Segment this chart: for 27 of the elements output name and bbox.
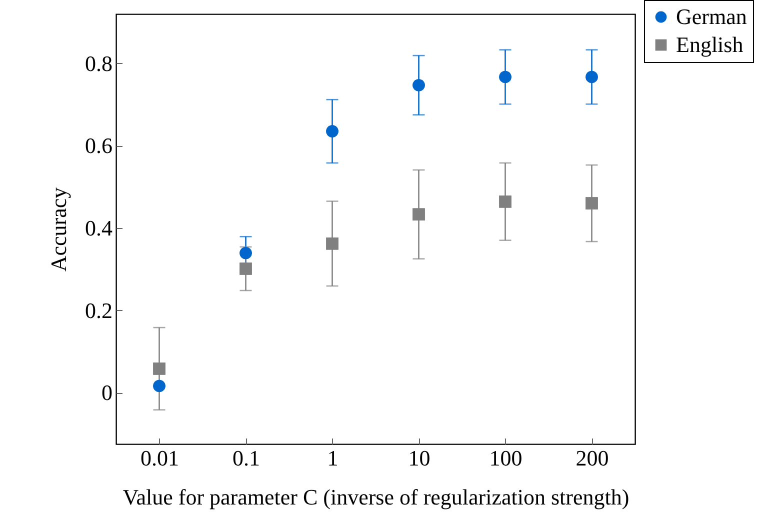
point bbox=[153, 362, 166, 375]
point bbox=[153, 380, 166, 392]
legend-label: English bbox=[676, 32, 744, 57]
y-tick-label: 0.4 bbox=[85, 215, 112, 240]
point bbox=[586, 197, 598, 210]
x-tick-label: 0.01 bbox=[140, 446, 179, 470]
y-tick-label: 0.2 bbox=[85, 298, 112, 323]
legend-label: German bbox=[676, 4, 747, 29]
x-tick-label: 10 bbox=[408, 446, 430, 470]
point bbox=[412, 208, 425, 221]
point bbox=[499, 196, 512, 208]
point bbox=[326, 125, 338, 138]
x-tick-label: 1 bbox=[327, 446, 338, 470]
point bbox=[240, 246, 252, 260]
y-tick-label: 0.8 bbox=[85, 50, 112, 76]
point bbox=[586, 70, 598, 84]
point bbox=[499, 70, 512, 84]
y-tick-label: 0.6 bbox=[85, 133, 112, 158]
y-axis-title: Accuracy bbox=[46, 187, 71, 272]
point bbox=[326, 237, 338, 250]
x-tick-label: 100 bbox=[489, 446, 522, 470]
y-tick-label: 0 bbox=[102, 380, 112, 406]
point bbox=[412, 79, 425, 92]
x-axis-title: Value for parameter C (inverse of regularization strength) bbox=[122, 484, 630, 510]
x-tick-label: 200 bbox=[576, 446, 609, 470]
point bbox=[240, 262, 252, 275]
x-tick-label: 0.1 bbox=[232, 446, 260, 470]
